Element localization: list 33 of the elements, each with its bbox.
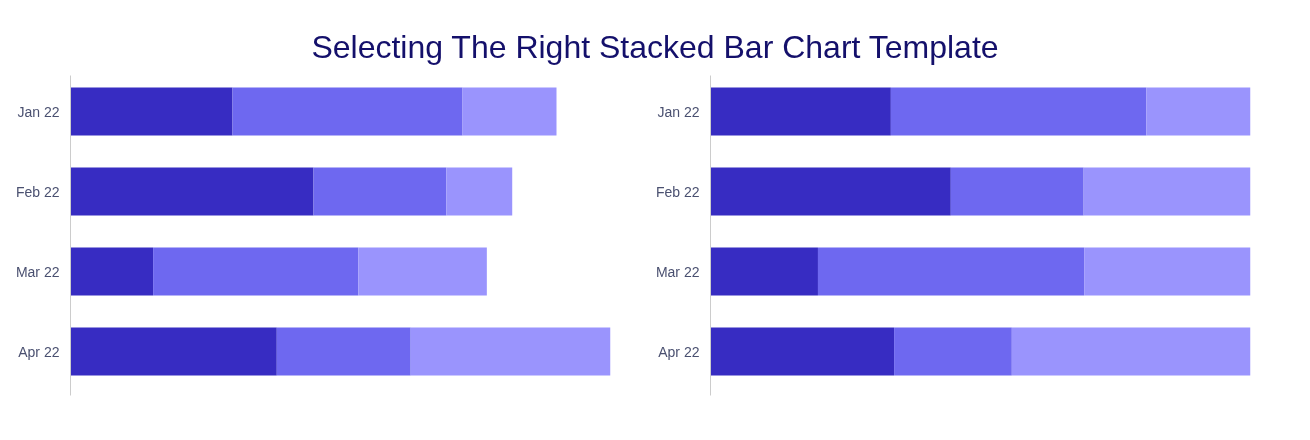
bar bbox=[70, 327, 277, 376]
bar bbox=[1146, 87, 1251, 136]
chart-title: Selecting The Right Stacked Bar Chart Template bbox=[311, 28, 999, 67]
bar bbox=[70, 247, 154, 296]
bar bbox=[894, 327, 1012, 376]
bar bbox=[817, 247, 1085, 296]
bar bbox=[710, 167, 951, 216]
y-tick-label: Mar 22 bbox=[15, 263, 60, 280]
y-tick-label: Jan 22 bbox=[17, 103, 60, 120]
bar bbox=[358, 247, 487, 296]
bar bbox=[153, 247, 359, 296]
bar bbox=[890, 87, 1147, 136]
y-tick-label: Jan 22 bbox=[657, 103, 700, 120]
y-tick-label: Feb 22 bbox=[15, 183, 60, 200]
y-tick-label: Feb 22 bbox=[655, 183, 700, 200]
bar bbox=[232, 87, 463, 136]
bar bbox=[313, 167, 447, 216]
y-tick-label: Apr 22 bbox=[18, 343, 60, 360]
bar bbox=[1083, 167, 1251, 216]
bar bbox=[710, 247, 818, 296]
bar bbox=[710, 327, 895, 376]
bar bbox=[276, 327, 411, 376]
bar bbox=[70, 167, 314, 216]
y-tick-label: Mar 22 bbox=[655, 263, 700, 280]
y-tick-label: Apr 22 bbox=[658, 343, 700, 360]
bar bbox=[462, 87, 557, 136]
bar bbox=[70, 87, 233, 136]
bar bbox=[1084, 247, 1251, 296]
bar bbox=[950, 167, 1084, 216]
bar bbox=[446, 167, 513, 216]
bar bbox=[410, 327, 611, 376]
bar bbox=[1011, 327, 1251, 376]
bar bbox=[710, 87, 891, 136]
